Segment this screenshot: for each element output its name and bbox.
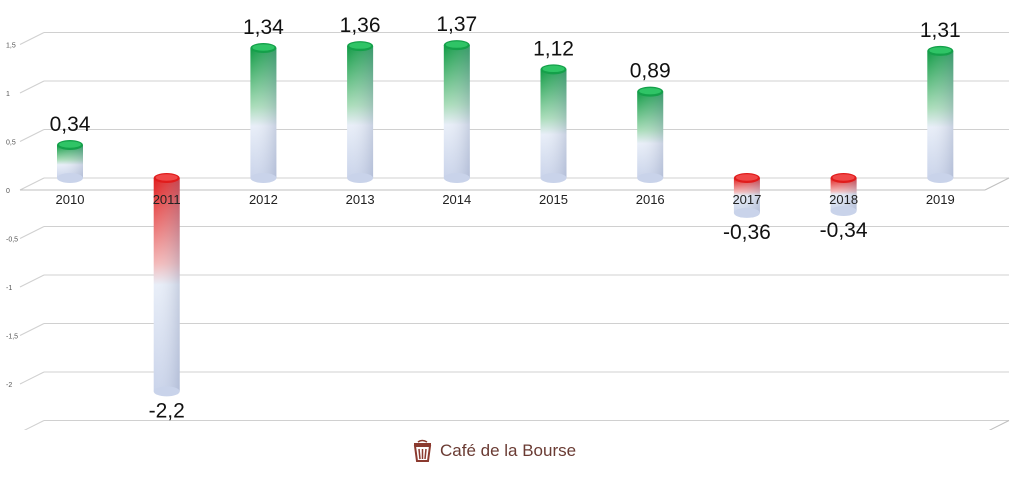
bar-base bbox=[153, 386, 180, 397]
bar-base bbox=[927, 173, 954, 183]
data-label: -2,2 bbox=[149, 399, 185, 422]
y-tick-label: -0,5 bbox=[6, 237, 18, 244]
gridline bbox=[19, 177, 45, 191]
x-tick-label: 2013 bbox=[346, 192, 375, 207]
brand-name: Café de la Bourse bbox=[440, 441, 577, 460]
x-tick-label: 2015 bbox=[539, 192, 568, 207]
data-label: 1,12 bbox=[533, 37, 574, 60]
x-axis-ticks: 2010 2011 2012 2013 2014 2015 2016 2017 2018 2019 bbox=[56, 192, 955, 207]
x-tick-label: 2019 bbox=[926, 192, 955, 207]
bar-shading bbox=[153, 178, 180, 392]
bar bbox=[830, 173, 857, 216]
data-label: -0,36 bbox=[723, 221, 771, 244]
data-label: -0,34 bbox=[820, 219, 868, 242]
data-labels: 0,34 -2,2 1,34 1,36 1,37 1,12 0,89 -0,36 -0,34 1,… bbox=[50, 13, 961, 422]
bar bbox=[927, 45, 954, 183]
gridline bbox=[19, 371, 45, 385]
x-tick-label: 2014 bbox=[442, 192, 471, 207]
data-label: 0,34 bbox=[50, 113, 91, 136]
bar-shading bbox=[637, 91, 664, 178]
gridline bbox=[19, 274, 45, 288]
y-tick-label: 0 bbox=[6, 188, 10, 195]
bar bbox=[250, 43, 277, 183]
gridline bbox=[19, 226, 45, 239]
data-label: 1,37 bbox=[436, 13, 477, 36]
bar-shading bbox=[733, 178, 760, 213]
bar-base bbox=[347, 173, 374, 183]
gridline bbox=[19, 129, 45, 142]
y-tick-label: 1 bbox=[6, 91, 10, 98]
data-label: 0,89 bbox=[630, 60, 671, 83]
bar-base bbox=[250, 173, 277, 183]
x-tick-label: 2017 bbox=[732, 192, 761, 207]
bar-cap-highlight bbox=[735, 174, 758, 181]
data-label: 1,34 bbox=[243, 16, 284, 39]
bar-shading bbox=[540, 69, 567, 178]
gridline bbox=[19, 80, 45, 94]
bar-cap-highlight bbox=[59, 141, 81, 148]
bar bbox=[540, 64, 567, 183]
y-tick-label: -2 bbox=[6, 382, 12, 389]
bar-shading bbox=[443, 45, 470, 178]
data-label: 1,31 bbox=[920, 19, 961, 42]
bar-cap-highlight bbox=[349, 42, 372, 49]
x-tick-label: 2012 bbox=[249, 192, 278, 207]
brand-logo: Café de la Bourse bbox=[412, 438, 576, 464]
y-tick-label: -1 bbox=[6, 285, 12, 292]
y-axis-ticks: 1,510,50-0,5-1-1,5-2-2,5 bbox=[6, 43, 18, 390]
y-tick-label: 0,5 bbox=[6, 140, 16, 147]
gridline bbox=[19, 323, 45, 336]
bar-shading bbox=[57, 145, 83, 178]
bar-cap-highlight bbox=[445, 41, 468, 48]
gridlines bbox=[19, 32, 1010, 430]
bar-cap-highlight bbox=[155, 174, 178, 181]
x-tick-label: 2016 bbox=[636, 192, 665, 207]
bar-base bbox=[57, 173, 83, 183]
bar-base bbox=[443, 173, 470, 183]
bar-shading bbox=[927, 50, 954, 178]
bar bbox=[57, 140, 83, 183]
coffee-cup-icon bbox=[413, 439, 432, 462]
bar-base bbox=[830, 205, 857, 216]
bar bbox=[733, 173, 760, 218]
bar-cap-highlight bbox=[252, 44, 275, 51]
bar-base bbox=[540, 173, 567, 183]
data-label: 1,36 bbox=[340, 14, 381, 37]
bar-base bbox=[733, 207, 760, 218]
floor-line bbox=[988, 420, 1010, 430]
x-tick-label: 2011 bbox=[153, 192, 181, 207]
bar-cap-highlight bbox=[639, 87, 662, 95]
gridline bbox=[23, 420, 45, 430]
bar-shading bbox=[347, 46, 374, 178]
bar-cap-highlight bbox=[929, 47, 952, 54]
bar-chart: 1,510,50-0,5-1-1,5-2-2,5 201020112012201… bbox=[6, 13, 1010, 430]
x-tick-label: 2018 bbox=[829, 192, 858, 207]
x-axis-line bbox=[984, 177, 1010, 191]
y-tick-label: 1,5 bbox=[6, 43, 16, 50]
y-tick-label: -1,5 bbox=[6, 334, 18, 341]
bar-shading bbox=[250, 48, 277, 178]
bar bbox=[153, 173, 180, 397]
bar-shading bbox=[830, 178, 857, 211]
bar-cap-highlight bbox=[542, 65, 565, 73]
bar-cap-highlight bbox=[832, 174, 855, 181]
gridline bbox=[19, 32, 45, 45]
bar bbox=[637, 86, 664, 183]
bars bbox=[57, 40, 954, 397]
x-tick-label: 2010 bbox=[56, 192, 85, 207]
bar-base bbox=[637, 173, 664, 183]
bar bbox=[347, 41, 374, 183]
bar bbox=[443, 40, 470, 183]
